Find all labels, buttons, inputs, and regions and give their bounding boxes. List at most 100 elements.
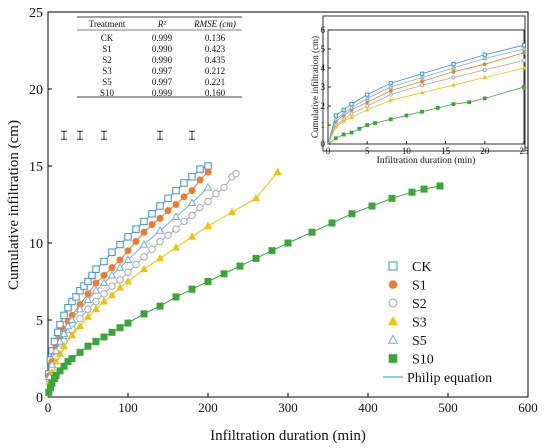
table-cell: 0.221 [205, 77, 225, 87]
y-tick-label: 20 [29, 83, 43, 98]
inset-point-s10 [482, 96, 487, 101]
point-s10 [268, 247, 276, 255]
point-s1 [204, 168, 212, 176]
point-s10 [308, 228, 316, 236]
point-s2 [76, 314, 84, 323]
point-ck [68, 297, 76, 306]
inset-y-tick-label: 4 [321, 63, 326, 73]
legend-label: S10 [412, 353, 434, 368]
legend-swatch-s1 [388, 280, 398, 289]
legend-label: CK [412, 260, 431, 275]
x-tick-label: 500 [438, 400, 458, 415]
inset-point-s10 [451, 102, 456, 107]
inset-point-s10 [333, 136, 338, 141]
point-s2 [100, 290, 108, 298]
inset-point-s5 [341, 110, 347, 116]
inset-point-s2 [482, 67, 487, 73]
point-s1 [188, 187, 196, 195]
inset-point-s5 [450, 65, 457, 70]
table-cell: 0.212 [205, 66, 225, 76]
point-ck [72, 293, 80, 301]
point-ck [156, 202, 164, 210]
inset-y-tick-label: 2 [321, 101, 326, 111]
point-s5 [203, 182, 213, 191]
point-s2 [204, 197, 212, 206]
inset-point-s5 [521, 46, 527, 51]
point-s1 [156, 214, 164, 222]
point-s5 [123, 255, 133, 263]
point-s10 [220, 270, 228, 278]
table-cell: S10 [100, 88, 115, 98]
inset-y-tick-label: 1 [321, 120, 326, 130]
inset-point-s1 [482, 62, 487, 67]
point-s5 [99, 278, 109, 287]
point-s1 [132, 237, 140, 245]
point-s1 [92, 279, 100, 287]
point-s5 [47, 359, 57, 368]
point-ck [204, 162, 212, 170]
inset-point-s5 [419, 74, 425, 80]
point-s3 [51, 357, 61, 365]
point-s3 [99, 297, 109, 305]
inset-x-tick-label: 15 [441, 146, 451, 156]
point-ck [124, 233, 132, 241]
inset-point-s10 [373, 121, 377, 126]
inset-x-tick-label: 25 [520, 146, 530, 156]
inset-point-s10 [522, 85, 526, 89]
point-s10 [52, 371, 60, 379]
inset-point-s10 [349, 130, 354, 135]
table-header-r2: R² [157, 19, 166, 29]
inset-point-s3 [521, 65, 527, 70]
inset-fit-line-s5 [327, 48, 525, 145]
inset-point-s5 [482, 55, 488, 61]
x-tick-label: 600 [518, 400, 538, 415]
point-s10 [436, 182, 444, 190]
point-s3 [115, 283, 125, 291]
point-s10 [84, 342, 92, 350]
inset-x-tick-label: 0 [326, 146, 331, 156]
point-ck [60, 311, 68, 320]
point-s5 [55, 336, 65, 345]
inset-x-tick-label: 5 [365, 146, 370, 156]
x-tick-label: 300 [278, 400, 298, 415]
table-cell: S5 [102, 77, 112, 87]
point-s1 [172, 201, 180, 209]
table-cell: S2 [102, 55, 112, 65]
point-s3 [203, 221, 213, 229]
point-s1 [124, 247, 132, 255]
point-s10 [252, 254, 260, 262]
point-s2 [196, 203, 204, 212]
point-s5 [139, 239, 149, 248]
main-data-points [45, 162, 444, 396]
inset-y-tick-label: 5 [321, 44, 326, 54]
x-tick-label: 100 [118, 400, 138, 415]
y-tick-label: 5 [36, 314, 43, 329]
point-s10 [420, 185, 428, 193]
main-x-ticks: 0 100 200 300 400 500 600 [45, 393, 538, 415]
point-s3 [187, 232, 197, 240]
table-cell: S1 [102, 44, 112, 54]
point-s2 [220, 183, 228, 192]
inset-point-s10 [341, 132, 346, 137]
point-s5 [91, 286, 101, 294]
point-s2 [92, 297, 100, 306]
main-error-bars [61, 130, 195, 140]
point-s3 [83, 312, 93, 320]
point-s5 [83, 295, 93, 304]
table-header-treatment: Treatment [89, 19, 126, 29]
point-ck [196, 165, 204, 173]
point-s10 [236, 262, 244, 270]
point-ck [148, 210, 156, 218]
y-tick-label: 0 [36, 391, 43, 406]
point-s3 [139, 264, 149, 273]
inset-point-s5 [333, 116, 339, 122]
point-s10 [68, 354, 76, 362]
legend-label: S2 [412, 297, 427, 312]
legend-swatch-s10 [388, 354, 398, 363]
point-ck [100, 257, 108, 266]
point-s10 [56, 367, 64, 375]
point-s5 [63, 321, 73, 330]
inset-y-tick-label: 6 [321, 25, 326, 35]
inset-point-s2 [388, 92, 393, 97]
